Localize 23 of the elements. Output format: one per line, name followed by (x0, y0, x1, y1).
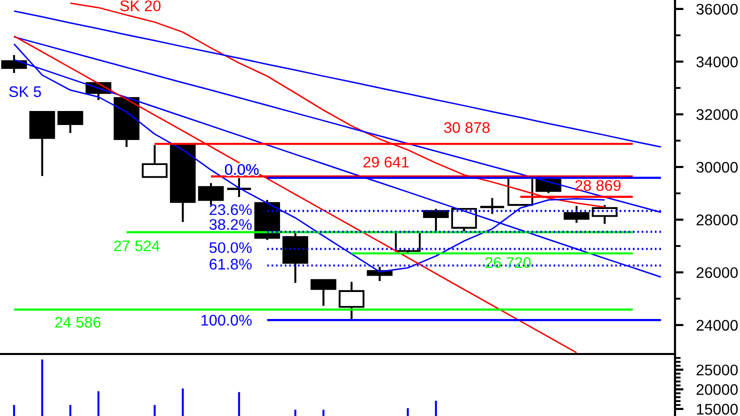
series-label: 28 869 (575, 180, 621, 191)
y-tick-label: 24000 (696, 320, 738, 331)
y-tick-label: 20000 (696, 384, 738, 396)
y-tick-label: 25000 (696, 364, 738, 376)
series-label: 100.0% (202, 314, 252, 326)
series-label: 38.2% (209, 219, 252, 230)
series-label: 29 641 (363, 156, 409, 168)
series-label: 24 586 (55, 316, 100, 328)
y-tick-label: 26000 (696, 267, 738, 278)
y-tick-label: 28000 (696, 214, 738, 226)
series-label: SK 5 (9, 86, 41, 98)
series-label: SK 20 (120, 0, 161, 12)
series-label: 50.0% (209, 242, 252, 254)
series-label: 61.8% (210, 258, 252, 270)
series-label: 27 524 (114, 240, 160, 252)
y-tick-label: 36000 (696, 4, 738, 15)
series-label: 23.6% (210, 204, 252, 216)
y-tick-label: 34000 (696, 56, 738, 68)
series-label: 26 720 (485, 257, 531, 268)
y-tick-label: 32000 (696, 109, 738, 120)
y-tick-label: 30000 (696, 162, 738, 173)
y-tick-label: 15000 (697, 404, 738, 415)
series-label: 30 878 (444, 122, 490, 133)
